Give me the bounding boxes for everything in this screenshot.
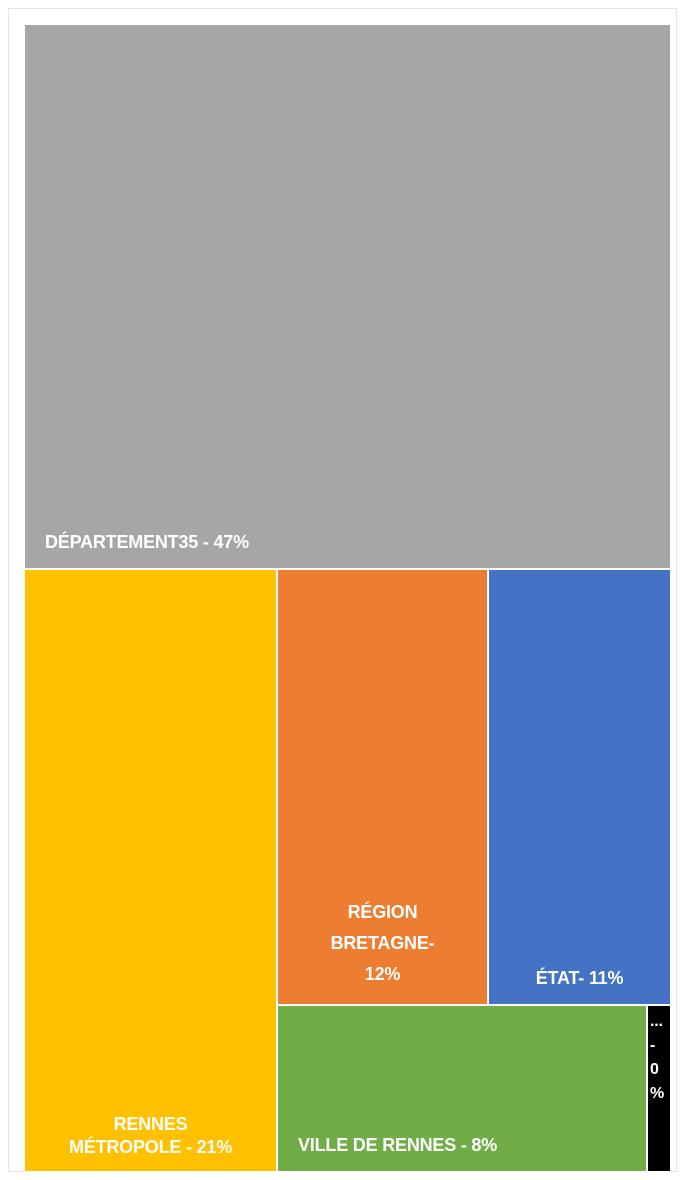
tile-other[interactable]: ... - 0 % [648, 1006, 672, 1173]
tile-etat[interactable]: ÉTAT- 11% [489, 570, 672, 1006]
tile-label-etat: ÉTAT- 11% [535, 968, 624, 988]
tile-label-region-bretagne: RÉGION BRETAGNE- 12% [330, 902, 435, 984]
tile-rennes-metropole[interactable]: RENNES MÉTROPOLE - 21% [25, 570, 278, 1173]
tile-label-departement35: DÉPARTEMENT35 - 47% [45, 532, 249, 552]
tile-label-other: ... - 0 % [650, 1013, 665, 1102]
treemap-chart: DÉPARTEMENT35 - 47% RENNES MÉTROPOLE - 2… [25, 25, 672, 1173]
tile-ville-de-rennes[interactable]: VILLE DE RENNES - 8% [278, 1006, 648, 1173]
tile-region-bretagne[interactable]: RÉGION BRETAGNE- 12% [278, 570, 489, 1006]
tile-label-rennes-metropole: RENNES MÉTROPOLE - 21% [68, 1114, 233, 1157]
tile-label-ville-de-rennes: VILLE DE RENNES - 8% [298, 1135, 498, 1155]
tile-departement35[interactable]: DÉPARTEMENT35 - 47% [25, 25, 672, 570]
